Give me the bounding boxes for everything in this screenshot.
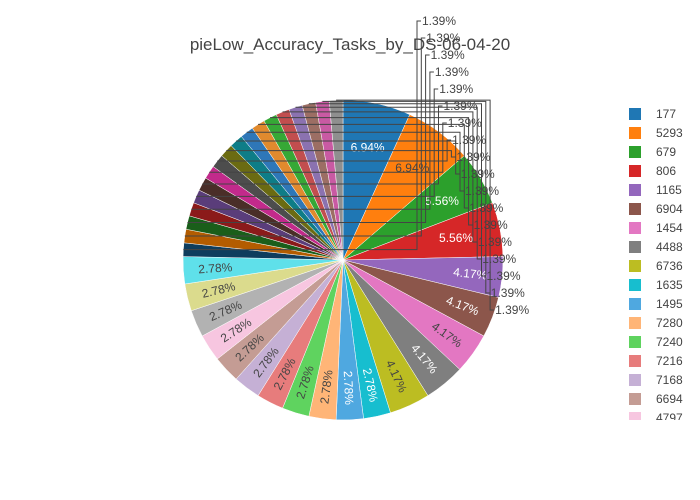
- legend-label: 5293: [656, 126, 683, 140]
- slice-percent-label: 1.39%: [469, 201, 503, 215]
- legend-label: 6904: [656, 202, 683, 216]
- legend-label: 177: [656, 107, 676, 121]
- slice-percent-label: 2.78%: [198, 260, 233, 276]
- slice-percent-label: 1.39%: [474, 218, 508, 232]
- legend-label: 1165: [656, 183, 682, 197]
- slice-percent-label: 6.94%: [351, 140, 385, 154]
- pie-slices: [182, 99, 504, 421]
- legend-swatch: [629, 108, 641, 120]
- slice-percent-label: 1.39%: [426, 31, 460, 45]
- legend-label: 1454: [656, 221, 683, 235]
- legend-swatch: [629, 374, 641, 386]
- legend-swatch: [629, 165, 641, 177]
- legend-swatch: [629, 241, 641, 253]
- slice-percent-label: 1.39%: [452, 133, 486, 147]
- legend-swatch: [629, 355, 641, 367]
- slice-percent-label: 1.39%: [478, 235, 512, 249]
- leader-line: [322, 100, 490, 294]
- legend-label: 806: [656, 164, 676, 178]
- chart-title: pieLow_Accuracy_Tasks_by_DS-06-04-20: [190, 35, 510, 54]
- leader-line: [308, 103, 486, 277]
- legend-bottom-mask: [600, 420, 700, 500]
- outside-labels: 1.39% 1.39% 1.39% 1.39% 1.39% 1.39% 1.39% 1.39%…: [183, 14, 529, 317]
- legend-swatch: [629, 203, 641, 215]
- slice-percent-label: 5.56%: [439, 231, 473, 245]
- legend-swatch: [629, 298, 641, 310]
- leader-line: [184, 37, 426, 237]
- legend-swatch: [629, 222, 641, 234]
- slice-percent-label: 1.39%: [461, 167, 495, 181]
- legend-swatch: [629, 336, 641, 348]
- legend-label: 7240: [656, 335, 683, 349]
- legend-label: 6736: [656, 259, 683, 273]
- slice-percent-label: 1.39%: [431, 48, 465, 62]
- leader-line: [246, 131, 464, 192]
- leader-line: [196, 88, 439, 197]
- legend-label: 7216: [656, 354, 683, 368]
- leader-line: [209, 122, 447, 173]
- slice-percent-label: 1.39%: [491, 286, 525, 300]
- slice-percent-label: 1.39%: [444, 99, 478, 113]
- legend-label: 7168: [656, 373, 683, 387]
- legend-swatch: [629, 127, 641, 139]
- slice-percent-label: 1.39%: [456, 150, 490, 164]
- slice-percent-label: 5.56%: [425, 194, 459, 208]
- leader-line: [295, 106, 482, 260]
- leader-line: [236, 140, 460, 175]
- slice-percent-label: 1.39%: [435, 65, 469, 79]
- legend-swatch: [629, 279, 641, 291]
- leader-line: [187, 54, 430, 223]
- legend-label: 679: [656, 145, 676, 159]
- legend: 177 5293 679 806 1165 6904 1454 4488 6736 1635 149…: [629, 107, 683, 425]
- legend-swatch: [629, 146, 641, 158]
- slice-percent-label: 2.78%: [341, 371, 356, 406]
- leader-line: [226, 150, 456, 158]
- slice-percent-label: 1.39%: [439, 82, 473, 96]
- slice-percent-label: 1.39%: [422, 14, 456, 28]
- slice-percent-label: 1.39%: [495, 303, 529, 317]
- slice-percent-label: 6.94%: [395, 161, 429, 175]
- legend-label: 7280: [656, 316, 683, 330]
- slice-percent-label: 1.39%: [448, 116, 482, 130]
- leader-line: [183, 20, 421, 251]
- leader-line: [336, 99, 495, 311]
- legend-label: 4488: [656, 240, 683, 254]
- leader-line: [258, 123, 469, 209]
- legend-swatch: [629, 260, 641, 272]
- legend-swatch: [629, 317, 641, 329]
- slice-percent-label: 1.39%: [465, 184, 499, 198]
- legend-label: 1635: [656, 278, 683, 292]
- leader-line: [270, 117, 473, 226]
- legend-label: 1495: [656, 297, 683, 311]
- legend-label: 6694: [656, 392, 683, 406]
- leader-line: [282, 111, 477, 243]
- slice-percent-label: 4.17%: [453, 265, 489, 283]
- slice-percent-label: 2.78%: [317, 369, 335, 405]
- slice-percent-label: 1.39%: [487, 269, 521, 283]
- legend-swatch: [629, 184, 641, 196]
- leader-line: [202, 105, 443, 185]
- legend-swatch: [629, 393, 641, 405]
- slice-percent-label: 1.39%: [482, 252, 516, 266]
